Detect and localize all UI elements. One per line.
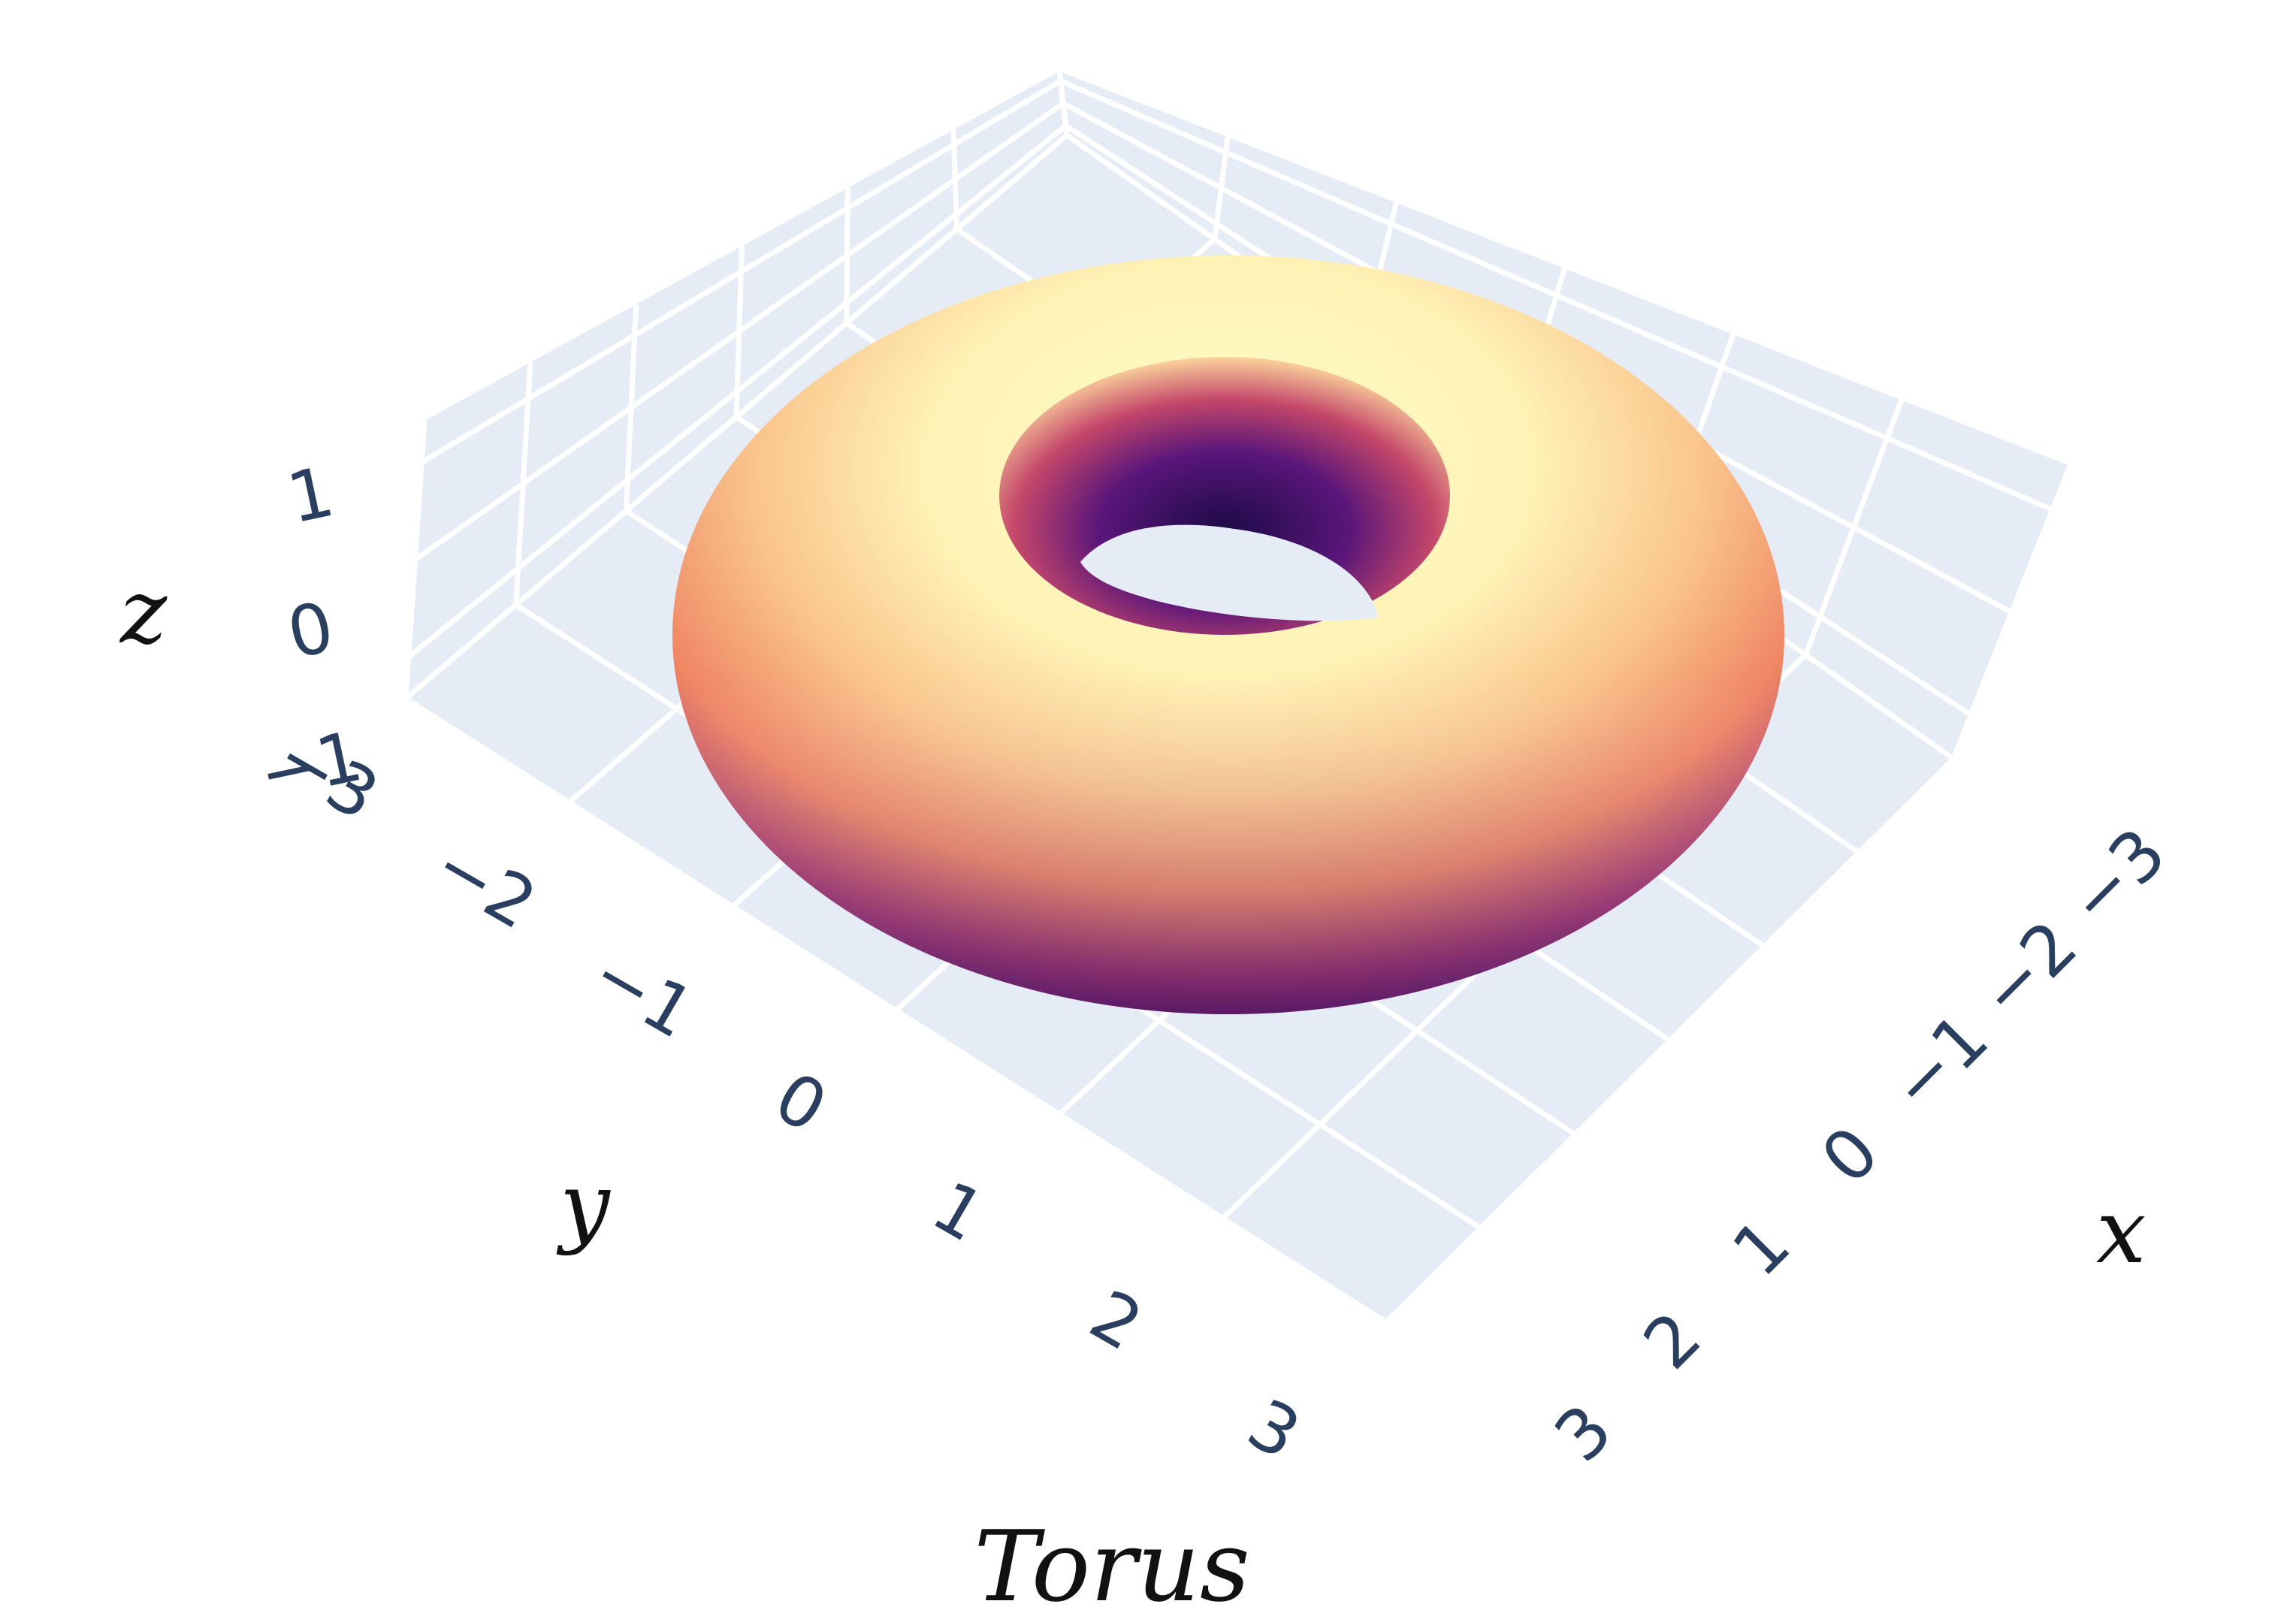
chart-title: Torus [974,1509,1249,1607]
z-tick-label: 1 [281,452,341,539]
torus-shade [672,255,1784,1014]
left-wall-horizontal [420,78,1062,465]
z-tick-label: 0 [281,587,341,675]
y-axis-label: y [556,1153,611,1257]
left-wall-horizontal [413,101,1065,562]
x-tick-label: −1 [1875,998,2004,1128]
y-tick-label: −1 [579,933,707,1053]
torus-hole-opening [1080,524,1379,621]
left-wall-horizontal [406,123,1068,660]
y-tick-label: 3 [1235,1384,1313,1476]
y-tick-label: 1 [920,1166,998,1258]
z-tick-labels: −101 [252,452,369,816]
x-tick-label: −3 [2053,813,2182,942]
x-axis-label: x [2096,1180,2146,1283]
x-tick-label: 2 [1629,1297,1717,1385]
y-tick-label: 0 [762,1057,840,1149]
z-axis-label: z [119,560,168,663]
y-tick-label: 2 [1077,1275,1156,1367]
floor-grid-x [404,696,1388,1325]
torus-surface [672,255,1784,1014]
x-tick-label: 0 [1806,1111,1894,1199]
y-tick-label: −2 [421,824,549,944]
right-wall-horizontal [1059,78,2054,512]
x-tick-label: 1 [1717,1204,1805,1292]
x-tick-label: −2 [1964,905,2093,1035]
x-tick-label: 3 [1539,1389,1627,1477]
